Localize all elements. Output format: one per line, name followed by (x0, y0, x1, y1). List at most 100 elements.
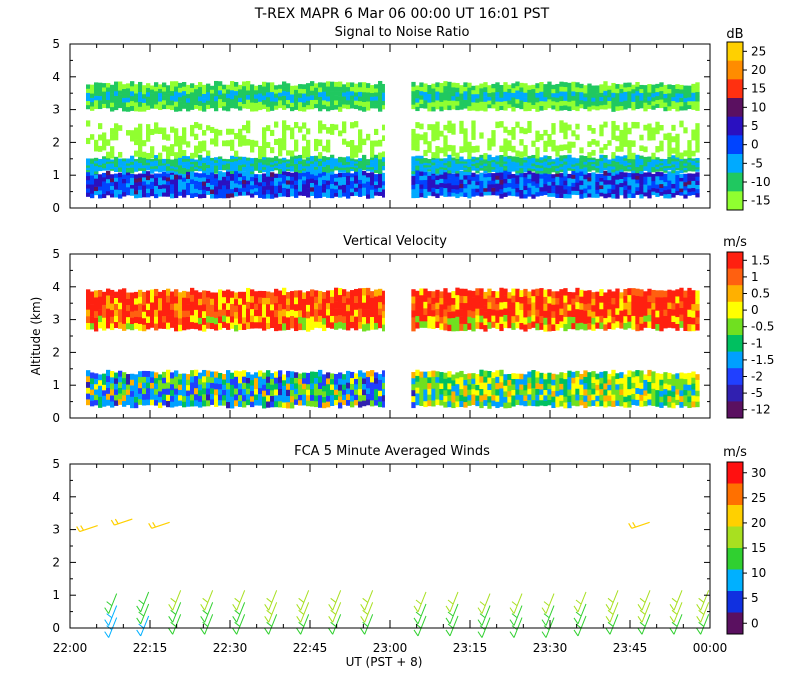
field-cell (146, 376, 151, 383)
field-cell (615, 394, 620, 401)
field-cell (631, 288, 636, 296)
field-cell (358, 82, 363, 88)
field-cell (659, 396, 664, 403)
field-cell (330, 179, 335, 185)
field-cell (435, 289, 440, 297)
field-cell (415, 160, 420, 164)
field-cell (411, 317, 416, 325)
field-cell (254, 89, 259, 95)
field-cell (378, 152, 383, 160)
field-cell (499, 169, 504, 173)
field-cell (210, 165, 215, 168)
field-cell (266, 106, 271, 112)
field-cell (94, 373, 99, 379)
field-cell (354, 163, 359, 166)
y-tick-label: 2 (52, 135, 60, 149)
field-cell (186, 161, 191, 165)
field-cell (571, 91, 576, 97)
field-cell (234, 382, 239, 389)
field-cell (202, 369, 207, 377)
field-cell (326, 86, 331, 92)
field-cell (154, 177, 159, 182)
field-cell (691, 296, 696, 305)
field-cell (515, 288, 520, 296)
field-cell (194, 393, 199, 401)
field-cell (663, 168, 668, 171)
field-cell (126, 167, 131, 171)
field-cell (567, 383, 572, 390)
field-cell (290, 106, 295, 112)
field-cell (250, 102, 255, 108)
field-cell (210, 89, 215, 94)
field-cell (194, 122, 199, 129)
field-cell (463, 179, 468, 184)
field-cell (659, 86, 664, 92)
field-cell (198, 384, 203, 391)
field-cell (595, 165, 600, 169)
field-cell (138, 173, 143, 178)
field-cell (503, 288, 508, 296)
field-cell (106, 159, 111, 162)
field-cell (110, 185, 115, 190)
field-cell (182, 164, 187, 168)
field-cell (226, 93, 231, 99)
field-cell (607, 373, 612, 380)
field-cell (503, 314, 508, 322)
field-cell (467, 82, 472, 88)
field-cell (571, 105, 576, 111)
field-cell (631, 308, 636, 316)
field-cell (114, 303, 119, 311)
field-cell (250, 106, 255, 112)
field-cell (282, 294, 287, 303)
field-cell (491, 164, 496, 168)
field-cell (555, 317, 560, 324)
field-cell (567, 322, 572, 330)
field-cell (122, 84, 127, 89)
field-cell (182, 379, 187, 385)
field-cell (511, 83, 516, 89)
field-cell (306, 400, 311, 407)
field-cell (314, 371, 319, 379)
field-cell (314, 170, 319, 176)
field-cell (571, 377, 576, 384)
field-cell (695, 192, 700, 198)
field-cell (322, 124, 327, 130)
field-cell (583, 323, 588, 331)
field-cell (206, 388, 211, 395)
field-cell (567, 401, 572, 409)
field-cell (515, 295, 520, 303)
field-cell (695, 290, 700, 298)
field-cell (555, 385, 560, 392)
field-cell (507, 178, 512, 184)
field-cell (278, 163, 283, 167)
field-cell (194, 145, 199, 152)
field-cell (495, 121, 500, 129)
field-cell (182, 323, 187, 331)
field-cell (178, 101, 183, 107)
field-cell (258, 84, 263, 90)
field-cell (679, 320, 684, 328)
field-cell (479, 180, 484, 185)
field-cell (98, 82, 103, 88)
field-cell (663, 309, 668, 316)
field-cell (427, 169, 432, 172)
field-cell (695, 166, 700, 170)
field-cell (242, 159, 247, 163)
field-cell (671, 167, 676, 171)
field-cell (90, 184, 95, 190)
field-cell (447, 144, 452, 152)
field-cell (691, 187, 696, 192)
field-cell (639, 370, 644, 377)
field-cell (511, 395, 516, 402)
field-cell (242, 370, 247, 377)
field-cell (419, 99, 424, 104)
field-cell (226, 376, 231, 384)
field-cell (523, 185, 528, 191)
field-cell (543, 140, 548, 147)
field-cell (579, 394, 584, 401)
field-cell (230, 193, 235, 198)
field-cell (130, 304, 135, 312)
field-cell (310, 309, 315, 317)
colorbar-swatch (727, 42, 743, 62)
field-cell (214, 377, 219, 384)
